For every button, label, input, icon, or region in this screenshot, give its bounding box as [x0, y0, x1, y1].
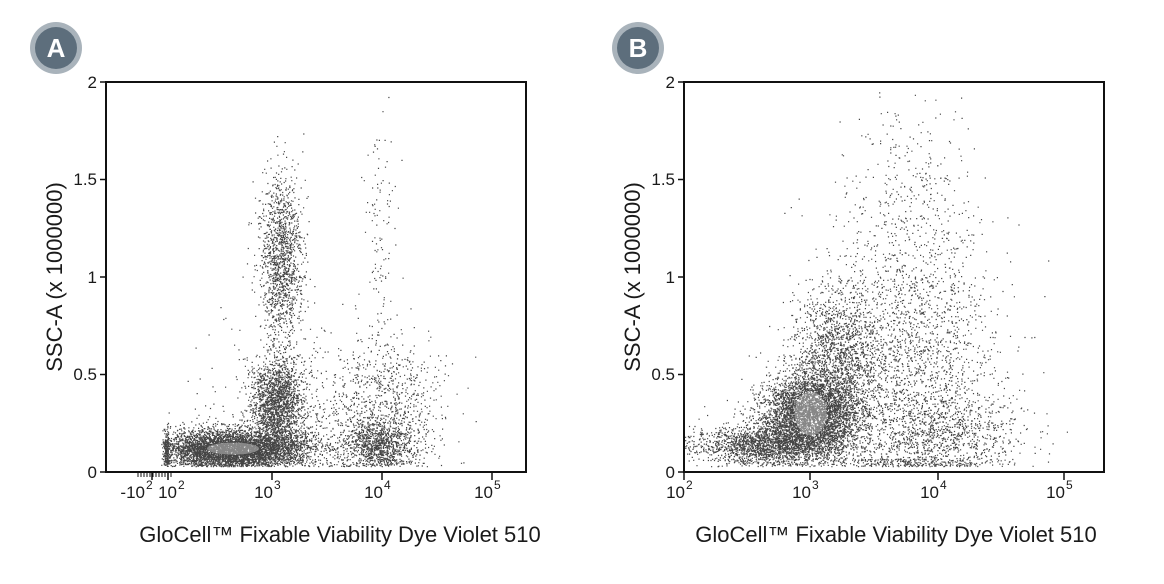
panel-a-x-tick-exp-100000: 5 — [494, 478, 501, 492]
panel-b-y-axis: 0 0.5 1 1.5 2 SSC-A (x 1000000) — [620, 73, 684, 482]
panel-a-y-tick-label: 2 — [88, 73, 97, 92]
panel-a-x-tick-label-neg100: -10 — [120, 483, 145, 502]
panel-b-y-tick-label: 0.5 — [651, 365, 675, 384]
panel-b-y-tick-label: 1 — [666, 268, 675, 287]
panel-a-x-minor-ticks — [137, 472, 172, 477]
panel-b-x-tick-exp-100000: 5 — [1066, 478, 1073, 492]
panel-a-y-tick-label: 1.5 — [73, 170, 97, 189]
panel-a-x-tick-exp-1000: 3 — [274, 478, 281, 492]
panel-a-x-tick-label-10000: 10 — [364, 483, 383, 502]
panel-a-y-axis: 0 0.5 1 1.5 2 SSC-A (x 1000000) — [42, 73, 106, 482]
panel-a: A 0 0.5 1 1.5 2 SSC-A (x 1000000) -10 2 — [30, 22, 541, 547]
panel-a-x-tick-label-100: 10 — [158, 483, 177, 502]
panel-b-y-tick-label: 2 — [666, 73, 675, 92]
panel-a-letter: A — [47, 33, 66, 63]
panel-b-badge: B — [612, 22, 664, 74]
panel-a-x-axis: -10 2 10 2 10 3 10 4 10 5 GloCell™ Fixab… — [120, 472, 541, 547]
density-core — [794, 391, 827, 436]
panel-b-x-tick-exp-100: 2 — [686, 478, 693, 492]
panel-a-y-axis-title: SSC-A (x 1000000) — [42, 182, 67, 372]
panel-b-y-tick-label: 1.5 — [651, 170, 675, 189]
panel-b-x-tick-exp-10000: 4 — [940, 478, 947, 492]
panel-a-x-tick-exp-neg100: 2 — [146, 478, 153, 492]
panel-b-x-tick-label-100: 10 — [666, 483, 685, 502]
panel-a-y-tick-label: 0 — [88, 463, 97, 482]
panel-b-x-axis-title: GloCell™ Fixable Viability Dye Violet 51… — [695, 522, 1097, 547]
density-core — [207, 442, 260, 455]
panel-b-points — [685, 92, 1068, 468]
panel-b-x-tick-label-1000: 10 — [792, 483, 811, 502]
panel-b-x-tick-exp-1000: 3 — [812, 478, 819, 492]
panel-b-x-tick-label-10000: 10 — [920, 483, 939, 502]
panel-a-x-tick-exp-10000: 4 — [384, 478, 391, 492]
panel-a-y-tick-label: 1 — [88, 268, 97, 287]
scatter-points — [161, 96, 477, 468]
scatter-points — [685, 92, 1068, 468]
panel-a-x-tick-label-1000: 10 — [254, 483, 273, 502]
panel-a-x-axis-title: GloCell™ Fixable Viability Dye Violet 51… — [139, 522, 541, 547]
panel-a-y-tick-label: 0.5 — [73, 365, 97, 384]
panel-b-letter: B — [629, 33, 648, 63]
panel-a-x-tick-exp-100: 2 — [178, 478, 185, 492]
panel-b-x-tick-label-100000: 10 — [1046, 483, 1065, 502]
panel-b-y-tick-label: 0 — [666, 463, 675, 482]
panel-a-points — [161, 96, 477, 468]
panel-b: B 0 0.5 1 1.5 2 SSC-A (x 1000000) 10 2 1… — [612, 22, 1105, 547]
panel-a-badge: A — [30, 22, 82, 74]
panel-b-x-axis: 10 2 10 3 10 4 10 5 GloCell™ Fixable Via… — [666, 472, 1097, 547]
panel-b-y-axis-title: SSC-A (x 1000000) — [620, 182, 645, 372]
panel-a-x-tick-label-100000: 10 — [474, 483, 493, 502]
